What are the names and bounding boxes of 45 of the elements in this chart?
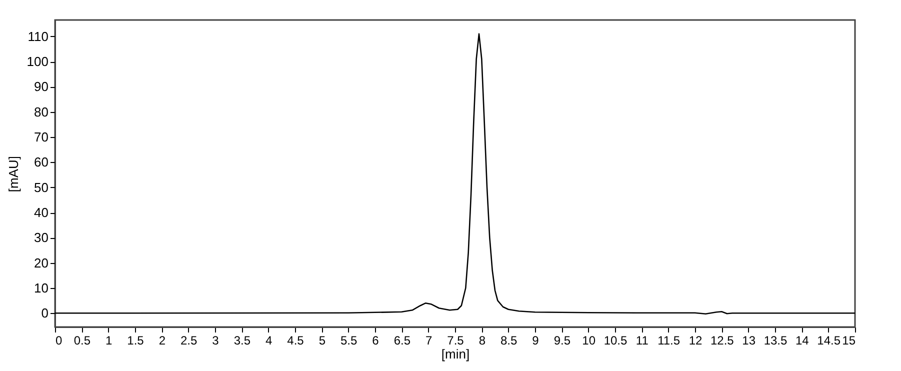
x-tick-label: 0.5 <box>74 334 91 348</box>
x-tick-label: 10.5 <box>604 334 628 348</box>
x-tick-label: 7.5 <box>447 334 464 348</box>
x-tick-label: 2.5 <box>180 334 198 348</box>
x-axis-title: [min] <box>441 346 470 362</box>
x-tick-label: 3.5 <box>234 334 251 348</box>
x-tick-label: 1 <box>105 334 112 348</box>
x-tick-label: 13 <box>742 334 756 348</box>
y-tick-label: 0 <box>41 306 48 321</box>
x-tick-label: 5.5 <box>340 334 358 348</box>
y-tick-label: 40 <box>34 205 48 220</box>
x-tick-label: 1.5 <box>127 334 144 348</box>
x-tick-label: 11 <box>636 334 649 348</box>
y-tick-label: 10 <box>34 280 48 296</box>
y-tick-label: 110 <box>28 28 48 44</box>
x-tick-label: 6.5 <box>394 334 411 348</box>
x-tick-label: 13.5 <box>764 334 788 348</box>
y-tick-label: 100 <box>26 54 48 70</box>
y-axis-title: [mAU] <box>6 156 21 192</box>
x-tick-label: 8 <box>478 334 486 348</box>
x-tick-label: 4.5 <box>287 334 304 348</box>
y-tick-label: 60 <box>34 154 48 170</box>
y-tick-label: 90 <box>34 79 48 94</box>
y-tick-label: 50 <box>34 180 48 195</box>
y-tick-label: 70 <box>34 130 48 145</box>
x-tick-label: 2 <box>158 334 166 348</box>
x-tick-label: 8.5 <box>500 334 518 348</box>
x-tick-label: 6 <box>372 334 380 348</box>
y-tick-label: 20 <box>34 255 48 270</box>
x-tick-label: 3 <box>212 334 220 348</box>
x-tick-label: 5 <box>318 334 326 348</box>
x-tick-label: 14 <box>795 334 810 348</box>
y-tick-label: 30 <box>34 230 48 246</box>
x-tick-label: 9 <box>532 334 540 348</box>
x-tick-label: 7 <box>425 334 432 348</box>
x-tick-label: 9.5 <box>554 334 571 348</box>
x-tick-label: 4 <box>265 334 272 348</box>
y-tick-label: 80 <box>34 104 48 120</box>
x-tick-label: 11.5 <box>658 334 680 348</box>
x-tick-label: 12.5 <box>710 334 734 348</box>
x-tick-label: 10 <box>582 334 596 348</box>
x-tick-label: 14.5 <box>817 334 841 348</box>
x-tick-label: 15 <box>842 334 856 348</box>
x-tick-label: 0 <box>56 334 62 348</box>
x-tick-label: 12 <box>688 334 702 348</box>
